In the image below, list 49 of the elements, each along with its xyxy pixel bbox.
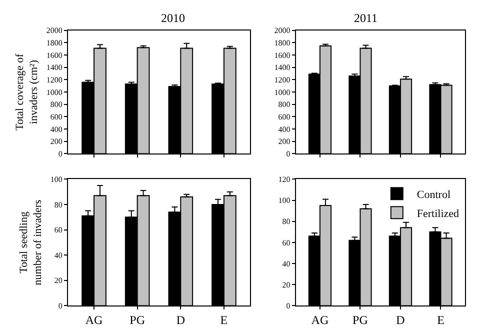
y-tick-label: 600	[50, 112, 62, 122]
x-tick-label: E	[220, 313, 228, 328]
y-tick-label: 0	[58, 302, 62, 311]
x-tick-label: PG	[130, 313, 146, 328]
legend-label: Control	[416, 188, 451, 201]
y-axis-title: Total coverage of invaders (cm²)	[14, 53, 40, 130]
y-tick-label: 40	[282, 259, 290, 268]
y-tick-label: 40	[54, 250, 62, 260]
y-tick-label: 400	[278, 124, 290, 134]
y-tick-label: 1400	[46, 63, 62, 72]
y-tick-label: 20	[282, 280, 290, 290]
y-tick-label: 200	[50, 137, 62, 146]
y-tick-label: 1000	[46, 88, 62, 97]
y-tick-label: 2000	[46, 26, 62, 36]
y-tick-label: 60	[282, 238, 290, 248]
y-tick-label: 800	[50, 100, 62, 110]
y-tick-label: 1200	[274, 76, 290, 85]
y-tick-label: 1000	[274, 88, 290, 97]
y-tick-label: 1800	[46, 38, 62, 48]
y-axis-title: Total seedling number of invaders	[18, 200, 44, 286]
y-tick-label: 20	[54, 276, 62, 286]
y-tick-label: 1200	[46, 76, 62, 85]
y-tick-label: 80	[282, 217, 290, 226]
y-tick-label: 1600	[46, 50, 62, 60]
y-tick-label: 80	[54, 200, 62, 210]
y-tick-label: 0	[286, 302, 290, 311]
y-tick-label: 60	[54, 226, 62, 235]
y-tick-label: 1400	[274, 63, 290, 72]
x-tick-label: AG	[85, 313, 104, 328]
x-tick-label: PG	[352, 313, 368, 328]
chart-title: 2011	[354, 11, 378, 25]
y-tick-label: 200	[278, 137, 290, 146]
chart-title: 2010	[161, 11, 185, 25]
y-tick-label: 600	[278, 112, 290, 122]
y-tick-label: 0	[286, 150, 290, 159]
y-tick-label: 100	[278, 196, 290, 206]
y-tick-label: 100	[50, 174, 62, 184]
y-tick-label: 800	[278, 100, 290, 110]
y-tick-label: 1800	[274, 38, 290, 48]
x-tick-label: AG	[311, 313, 329, 328]
y-tick-label: 1600	[274, 50, 290, 60]
legend-label: Fertilized	[416, 208, 460, 220]
x-tick-label: E	[437, 313, 444, 328]
y-tick-label: 2000	[274, 26, 290, 36]
y-tick-label: 120	[278, 174, 290, 184]
y-tick-label: 400	[50, 124, 62, 134]
y-tick-label: 0	[58, 150, 62, 159]
x-tick-label: D	[176, 313, 186, 328]
x-tick-label: D	[396, 313, 406, 328]
